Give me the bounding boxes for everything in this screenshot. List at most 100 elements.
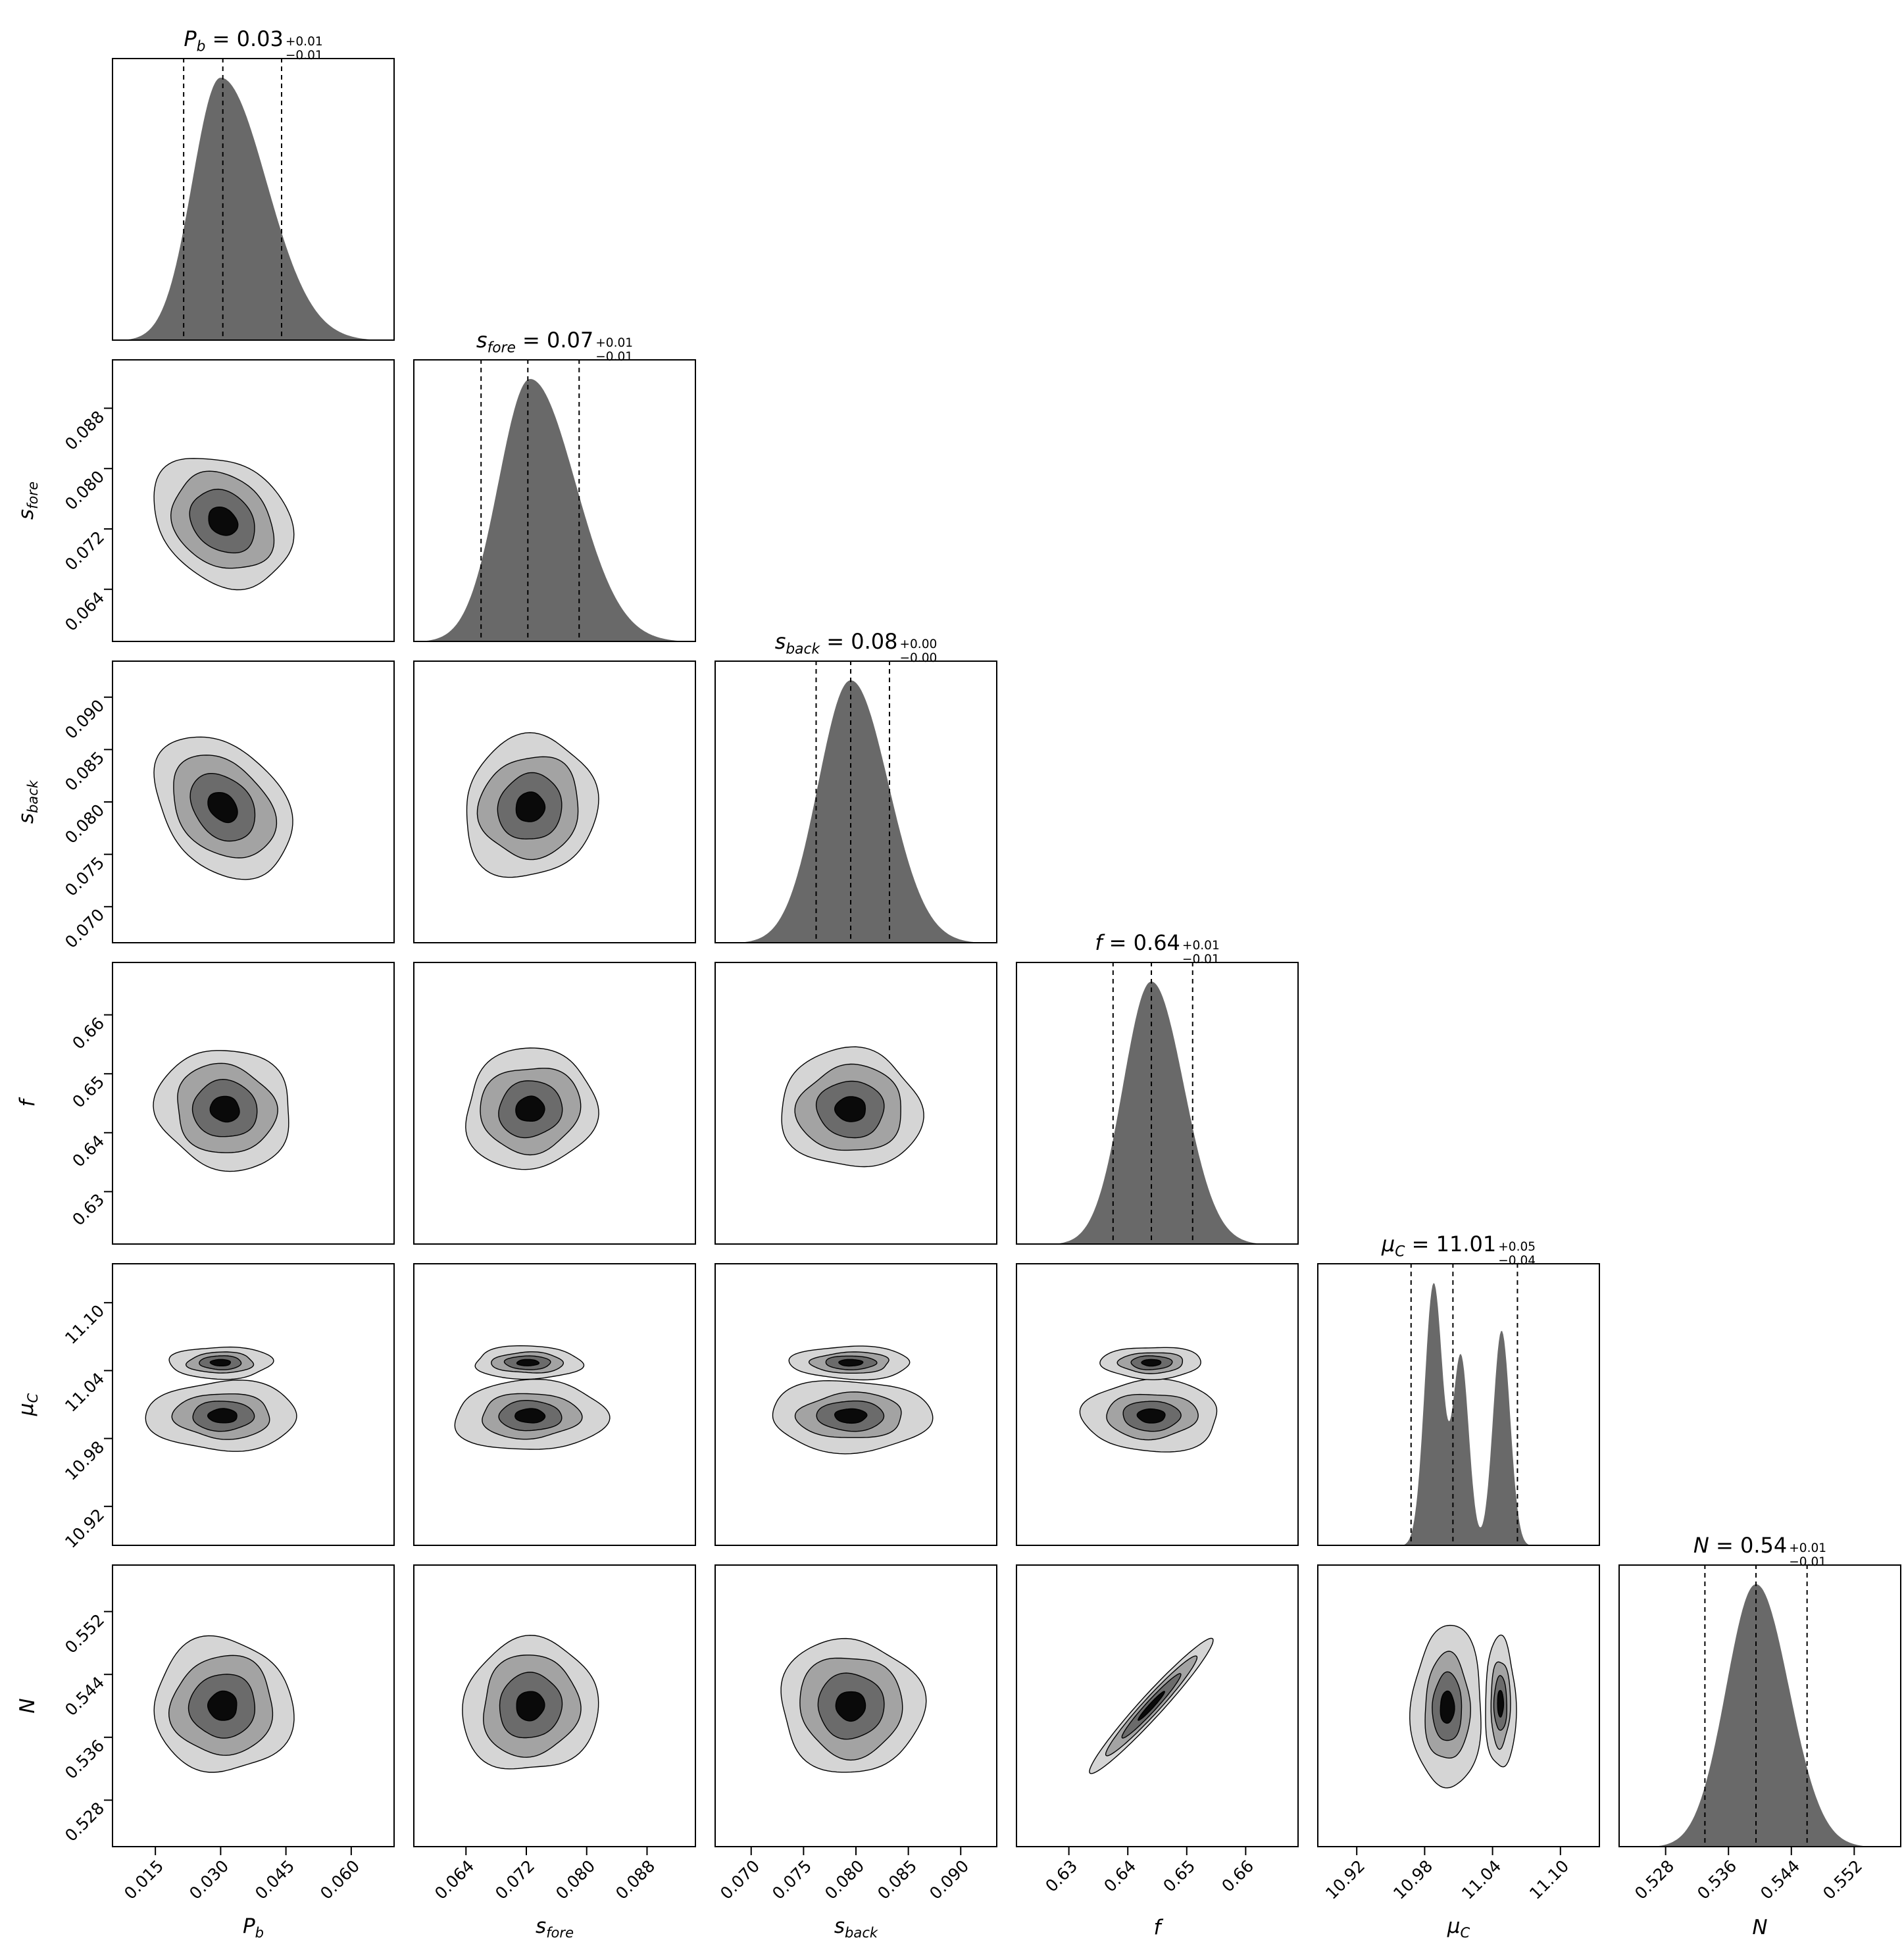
panel-title-s_back: sback = 0.08 +0.00 −0.00 <box>774 629 938 665</box>
y-tick-label-mu_C: 11.10 <box>61 1301 109 1349</box>
contour-level-4 <box>209 1095 240 1123</box>
panel-frame <box>413 962 696 1245</box>
contour-panel-mu_C-vs-s_fore <box>413 1263 696 1546</box>
x-axis-label-mu_C: μC <box>1447 1914 1470 1941</box>
y-tick-label-s_fore: 0.080 <box>61 467 109 514</box>
x-tick-label-s_back: 0.080 <box>821 1856 868 1903</box>
x-tick-label-f: 0.63 <box>1041 1856 1081 1896</box>
contour-level-4 <box>516 1358 540 1366</box>
panel-frame <box>112 1263 395 1546</box>
contour-level-4 <box>1136 1408 1166 1424</box>
contour-level-4 <box>514 1408 546 1424</box>
contour-level-4 <box>838 1358 864 1367</box>
panel-frame <box>112 660 395 943</box>
panel-title-f: f = 0.64 +0.01 −0.01 <box>1095 930 1220 966</box>
contour-panel-mu_C-vs-f <box>1016 1263 1299 1546</box>
panel-frame <box>1016 1564 1299 1847</box>
uncertainty-stack: +0.01 −0.01 <box>1789 1541 1827 1569</box>
x-tick-label-s_fore: 0.064 <box>431 1856 478 1903</box>
y-tick-label-f: 0.64 <box>68 1131 109 1171</box>
hist-panel-N <box>1618 1564 1901 1855</box>
panel-frame <box>112 1564 395 1847</box>
y-tick-label-s_fore: 0.072 <box>61 527 109 574</box>
x-tick-label-s_back: 0.085 <box>873 1856 920 1903</box>
contour-panel-f-vs-s_back <box>714 962 997 1245</box>
panel-title-s_fore: sfore = 0.07 +0.01 −0.01 <box>476 328 634 364</box>
contour-level-4 <box>1440 1690 1455 1724</box>
contour-level-4 <box>207 792 238 824</box>
x-axis-label-N: N <box>1752 1916 1768 1939</box>
x-tick-label-f: 0.65 <box>1159 1856 1199 1896</box>
panel-frame <box>714 1564 997 1847</box>
x-tick-label-N: 0.536 <box>1693 1856 1741 1903</box>
contour-level-4 <box>515 791 546 822</box>
panel-frame <box>112 962 395 1245</box>
panel-title-P_b: Pb = 0.03 +0.01 −0.01 <box>184 26 323 62</box>
x-tick-label-s_fore: 0.080 <box>551 1856 599 1903</box>
panel-frame <box>112 58 395 341</box>
panel-frame <box>1016 962 1299 1245</box>
y-tick-label-f: 0.63 <box>68 1190 109 1230</box>
contour-panel-s_fore-vs-P_b <box>104 359 395 642</box>
y-tick-label-s_fore: 0.088 <box>61 407 109 454</box>
contour-level-4 <box>207 1408 238 1424</box>
contour-panel-N-vs-f <box>1016 1564 1299 1855</box>
uncertainty-stack: +0.01 −0.01 <box>285 35 323 62</box>
contour-panel-f-vs-s_fore <box>413 962 696 1245</box>
y-axis-label-s_fore: sfore <box>14 481 41 520</box>
x-tick-label-P_b: 0.015 <box>120 1856 168 1903</box>
panel-frame <box>714 660 997 943</box>
y-tick-label-s_back: 0.080 <box>61 800 109 847</box>
x-tick-label-s_back: 0.070 <box>716 1856 763 1903</box>
hist-panel-f <box>1016 962 1299 1245</box>
x-tick-label-P_b: 0.060 <box>316 1856 364 1903</box>
y-axis-label-s_back: sback <box>14 780 41 824</box>
density-silhouette <box>1317 1283 1600 1546</box>
x-axis-label-P_b: Pb <box>242 1914 264 1941</box>
contour-level-4 <box>1497 1689 1505 1718</box>
x-tick-label-N: 0.552 <box>1819 1856 1866 1903</box>
contour-level-4 <box>207 1690 238 1721</box>
hist-panel-mu_C <box>1317 1263 1600 1546</box>
x-tick-label-mu_C: 10.98 <box>1390 1856 1437 1903</box>
uncertainty-stack: +0.01 −0.01 <box>1182 939 1220 966</box>
y-tick-label-mu_C: 10.98 <box>61 1437 109 1484</box>
uncertainty-stack: +0.05 −0.04 <box>1498 1240 1536 1268</box>
panel-title-mu_C: μC = 11.01 +0.05 −0.04 <box>1381 1232 1536 1268</box>
x-axis-label-s_back: sback <box>834 1914 878 1941</box>
y-tick-label-s_back: 0.070 <box>61 905 109 953</box>
panel-frame <box>714 1263 997 1546</box>
hist-panel-s_fore <box>413 359 696 642</box>
y-tick-label-f: 0.65 <box>68 1072 109 1112</box>
x-tick-label-f: 0.64 <box>1100 1856 1140 1896</box>
density-silhouette <box>1016 982 1299 1245</box>
hist-panel-P_b <box>112 58 395 341</box>
y-tick-label-N: 0.552 <box>61 1610 109 1657</box>
panel-frame <box>1317 1263 1600 1546</box>
contour-level-4 <box>208 507 239 536</box>
panel-frame <box>413 1263 696 1546</box>
contour-panel-N-vs-s_fore <box>413 1564 696 1855</box>
y-tick-label-f: 0.66 <box>68 1013 109 1053</box>
y-tick-label-s_back: 0.085 <box>61 748 109 795</box>
x-tick-label-s_back: 0.075 <box>768 1856 816 1903</box>
y-axis-label-N: N <box>16 1698 39 1714</box>
x-tick-label-s_fore: 0.072 <box>491 1856 539 1903</box>
contour-panel-mu_C-vs-P_b <box>104 1263 395 1546</box>
x-tick-label-mu_C: 11.10 <box>1525 1856 1573 1903</box>
contour-panel-f-vs-P_b <box>104 962 395 1245</box>
y-axis-label-mu_C: μC <box>14 1393 41 1416</box>
x-tick-label-N: 0.544 <box>1756 1856 1804 1903</box>
y-tick-label-s_fore: 0.064 <box>61 587 109 635</box>
contour-panel-s_back-vs-s_fore <box>413 660 696 943</box>
panel-frame <box>413 1564 696 1847</box>
contour-level-4 <box>1138 1691 1165 1721</box>
contour-level-4 <box>209 1358 231 1366</box>
x-tick-label-N: 0.528 <box>1630 1856 1678 1903</box>
contour-level-4 <box>834 1096 866 1122</box>
uncertainty-stack: +0.01 −0.01 <box>595 336 634 364</box>
contour-panel-mu_C-vs-s_back <box>714 1263 997 1546</box>
x-tick-label-mu_C: 11.04 <box>1457 1856 1505 1903</box>
x-tick-label-s_back: 0.090 <box>926 1856 973 1903</box>
panel-frame <box>1016 1263 1299 1546</box>
